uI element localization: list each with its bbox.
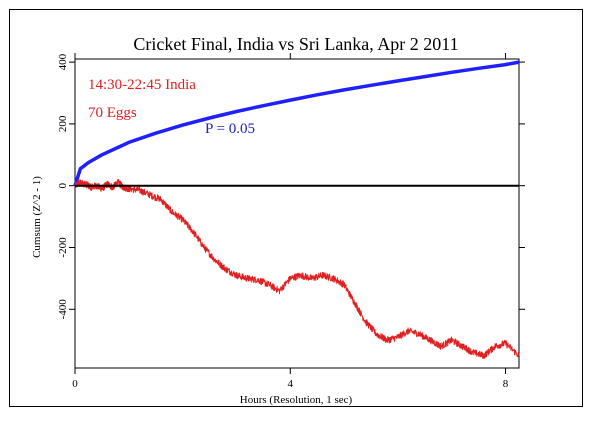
y-axis-label: Cumsum (Z^2 - 1) <box>31 176 43 258</box>
y-tick-label: 400 <box>57 53 69 70</box>
y-tick-label: -200 <box>57 237 69 258</box>
y-tick-label: 200 <box>57 115 69 132</box>
cumulative-deviation-line <box>74 178 520 359</box>
y-tick-label: 0 <box>57 182 69 188</box>
annotation-eggs: 70 Eggs <box>88 105 137 121</box>
series-lines <box>73 60 520 359</box>
annotation-range: 14:30-22:45 India <box>88 77 196 93</box>
x-tick-label: 4 <box>288 378 294 390</box>
y-tick-label: -400 <box>57 299 69 320</box>
axis-ticks: 0 4 8 -400 -200 0 200 400 <box>57 53 525 390</box>
probability-envelope-line <box>73 60 520 187</box>
x-tick-label: 8 <box>503 378 509 390</box>
x-axis-label: Hours (Resolution, 1 sec) <box>240 394 353 406</box>
chart-frame <box>9 9 583 407</box>
x-tick-label: 0 <box>72 378 78 390</box>
plot-area <box>74 58 520 369</box>
chart-title: Cricket Final, India vs Sri Lanka, Apr 2… <box>133 34 458 54</box>
annotation-p-value: P = 0.05 <box>205 121 255 137</box>
